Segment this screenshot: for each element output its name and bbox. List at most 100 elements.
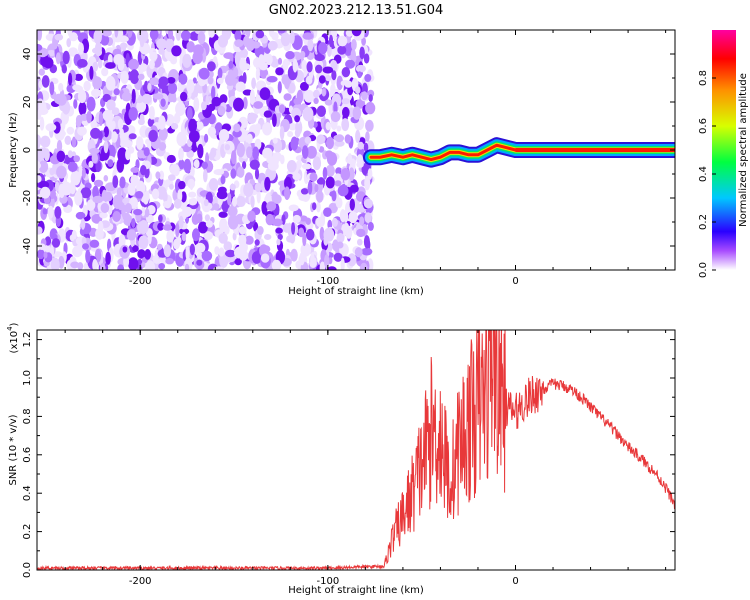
noise-cell [49,81,55,96]
noise-cell [160,98,166,107]
noise-cell [211,85,216,100]
noise-cell [294,115,300,123]
noise-cell [77,126,87,136]
noise-cell [182,206,193,218]
noise-cell [131,88,136,104]
colorbar: 0.0 0.2 0.4 0.6 0.8 Normalized spectral ampl… [698,30,749,278]
noise-cell [278,104,286,114]
noise-cell [361,36,366,46]
noise-cell [147,117,155,127]
noise-cell [126,229,137,241]
noise-cell [365,101,376,115]
noise-cell [178,159,185,170]
noise-cell [83,80,91,92]
noise-cell [92,61,99,72]
noise-cell [100,34,110,46]
noise-cell [54,206,62,219]
noise-cell [265,213,274,226]
noise-cell [70,170,81,186]
noise-cell [145,260,156,270]
noise-cell [201,101,207,111]
noise-cell [128,257,139,270]
noise-cell [323,227,335,242]
noise-cell [303,89,315,103]
noise-cell [92,195,104,204]
noise-cell [158,263,166,270]
noise-cell [279,125,285,141]
noise-cell [127,182,136,196]
noise-cell [310,257,317,264]
noise-cell [300,188,309,195]
noise-cell [94,41,102,57]
noise-cell [217,34,228,48]
noise-cell [337,45,347,55]
noise-cell [154,249,159,264]
noise-cell [298,194,309,202]
noise-cell [91,88,102,98]
noise-cell [312,156,322,171]
noise-cell [208,70,214,79]
noise-cell [213,169,225,176]
noise-cell [266,201,277,212]
noise-cell [192,228,200,242]
noise-cell [276,238,281,246]
noise-cell [37,162,41,170]
noise-cell [113,54,124,65]
noise-cell [104,191,113,202]
noise-cell [155,171,161,180]
noise-cell [321,88,326,97]
noise-cell [193,96,200,112]
noise-cell [344,80,353,88]
noise-cell [71,136,77,148]
noise-cell [188,130,200,143]
noise-cell [144,208,150,218]
noise-cell [70,261,80,269]
noise-cell [106,99,116,111]
noise-cell [197,31,206,45]
noise-cell [301,59,308,72]
noise-cell [232,196,238,207]
noise-cell [89,65,94,80]
noise-cell [167,30,174,40]
noise-cell [141,261,146,268]
noise-cell [218,211,228,218]
noise-cell [37,53,41,62]
noise-cell [152,93,164,100]
noise-cell [76,58,88,68]
noise-cell [139,113,145,124]
noise-cell [217,67,223,79]
noise-cell [331,217,338,227]
noise-cell [324,254,330,269]
noise-cell [178,73,188,85]
noise-cell [103,126,110,138]
noise-cell [91,172,96,183]
noise-cell [105,75,116,91]
noise-cell [256,226,264,235]
noise-cell [265,53,273,66]
noise-cell [330,83,336,95]
noise-cell [175,223,180,238]
snr-y-tick-label: 0.4 [22,485,33,501]
noise-cell [220,175,226,185]
noise-cell [168,174,176,181]
noise-cell [121,91,132,102]
noise-cell [81,167,86,179]
noise-cell [117,118,124,130]
noise-cell [107,159,114,168]
noise-cell [224,144,230,151]
noise-cell [267,40,278,51]
noise-cell [58,183,66,198]
noise-cell [368,94,373,102]
snr-x-ticks: -200 -100 0 [64,330,667,587]
noise-cell [250,195,255,209]
noise-cell [80,218,86,230]
noise-cell [148,106,155,120]
noise-cell [208,178,219,191]
noise-cell [127,30,133,38]
noise-cell [313,97,319,105]
noise-cell [247,113,259,120]
noise-cell [166,154,176,163]
noise-cell [260,253,270,263]
